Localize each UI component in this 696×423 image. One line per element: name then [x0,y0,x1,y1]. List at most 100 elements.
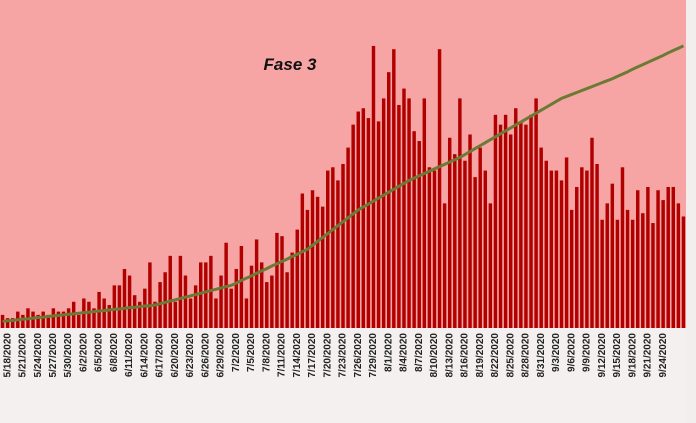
bar [320,206,325,328]
bar [148,262,152,328]
bar [188,298,193,328]
bar [198,262,203,328]
x-tick-label: 9/21/2020 [643,333,654,378]
bar [656,190,660,328]
bar [117,285,122,328]
bar [514,108,518,329]
bar [508,134,513,328]
x-tick-label: 7/17/2020 [307,333,318,378]
bar [580,167,584,328]
bar [127,275,132,328]
bar [178,255,183,328]
bar [387,72,391,328]
x-tick-label: 7/11/2020 [277,333,288,377]
bar [437,49,442,328]
bar [376,121,381,328]
bar [10,318,15,328]
bar [305,209,310,328]
bar [265,282,269,328]
x-tick-label: 9/24/2020 [658,333,669,378]
x-tick-label: 7/8/2020 [261,333,272,372]
bar [36,314,40,328]
bar [21,314,25,328]
x-tick-label: 8/13/2020 [444,333,455,378]
bar [458,98,462,329]
x-tick-label: 9/3/2020 [551,333,562,372]
bar [427,167,432,328]
bar [630,219,635,328]
bar [143,288,147,328]
x-tick-label: 8/31/2020 [536,333,547,378]
x-tick-label: 5/21/2020 [18,333,29,378]
bar [575,186,579,328]
x-tick-label: 6/17/2020 [155,333,166,378]
bar [524,124,528,328]
bar [56,311,61,328]
x-tick-label: 8/22/2020 [490,333,501,378]
bar [381,98,386,329]
bar [173,301,178,328]
bar [356,111,360,329]
bar [442,203,447,328]
bar [122,268,127,328]
bar [549,170,554,328]
bar [361,108,366,329]
bar [326,170,330,328]
x-tick-label: 6/8/2020 [109,333,120,372]
bar [295,229,299,328]
bar [219,275,223,328]
x-tick-label: 7/26/2020 [353,333,364,378]
bar [346,147,350,328]
bar [498,124,503,328]
bar [102,298,106,328]
x-tick-label: 6/11/2020 [124,333,135,377]
bar [107,305,111,328]
bar [463,160,467,328]
bar [300,193,305,328]
bar [585,170,589,328]
x-tick-label: 5/24/2020 [33,333,44,378]
bar [544,160,548,328]
bar [87,301,91,328]
bar [92,308,96,328]
bar [503,114,508,328]
bar [153,301,157,328]
bar [676,203,681,328]
x-tick-label: 7/2/2020 [231,333,242,372]
bar [564,157,569,328]
bar [534,98,538,329]
bar [31,311,35,328]
bar [239,246,244,328]
bar [554,170,559,328]
x-tick-label: 6/29/2020 [216,333,227,378]
x-tick-label: 9/15/2020 [612,333,623,378]
trend-line [2,44,685,323]
x-tick-label: 6/26/2020 [200,333,211,378]
bar [635,190,640,328]
bar [259,262,264,328]
bar [204,262,208,328]
chart-title: Fase 3 [264,55,317,74]
bar [331,167,335,328]
bar [605,203,609,328]
bar [590,137,594,328]
bar [285,272,289,328]
x-tick-label: 6/20/2020 [170,333,181,378]
bar [163,272,167,328]
bar [539,147,543,328]
bar [646,186,650,328]
bar [661,200,665,328]
x-tick-label: 6/5/2020 [94,333,105,372]
bar [569,209,574,328]
bar [651,223,655,328]
bar [488,203,493,328]
bar [5,318,10,328]
x-tick-label: 5/30/2020 [63,333,74,378]
bar [468,134,472,328]
x-tick-label: 9/12/2020 [597,333,608,378]
x-tick-label: 8/7/2020 [414,333,425,372]
bar [132,295,137,328]
bar [315,196,320,328]
bar [229,288,233,328]
bar [412,131,416,328]
